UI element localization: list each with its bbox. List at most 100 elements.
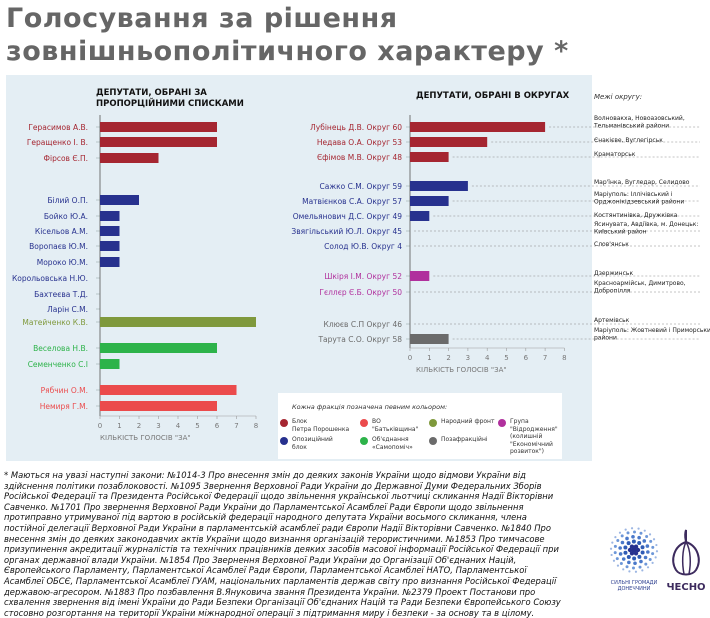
left-bar-label: Рябчин О.М. bbox=[41, 386, 88, 395]
legend-label: Позафракційні bbox=[441, 436, 488, 443]
left-bar-label: Бахтеєва Т.Д. bbox=[34, 290, 88, 299]
left-x-tick-label: 0 bbox=[98, 422, 102, 430]
logo-dot bbox=[633, 544, 639, 549]
left-bar bbox=[100, 359, 120, 369]
left-bar bbox=[100, 137, 217, 147]
garlic-icon bbox=[672, 529, 700, 576]
logo-dot bbox=[637, 554, 642, 559]
legend-item-bpp: Блок Петра Порошенка bbox=[280, 418, 358, 433]
title-line-1: Голосування за рішення bbox=[6, 3, 398, 34]
logo-dot bbox=[630, 527, 634, 530]
right-bar bbox=[410, 271, 430, 281]
logo-dot bbox=[626, 554, 631, 559]
logo-dot bbox=[643, 555, 648, 560]
logo-dot bbox=[615, 557, 619, 561]
left-bar-label: Кісельов А.М. bbox=[35, 227, 88, 236]
logo-dot bbox=[628, 570, 631, 573]
logo-dot bbox=[621, 557, 626, 561]
logo-dot bbox=[627, 560, 631, 565]
logo-dot bbox=[641, 569, 644, 572]
logo-dot bbox=[644, 562, 648, 566]
logo-dot bbox=[618, 546, 622, 550]
logo-dot bbox=[637, 527, 640, 530]
logo-dot bbox=[623, 550, 628, 555]
logo-dot bbox=[633, 551, 639, 556]
chesno-logo: ЧЕСНО bbox=[666, 529, 706, 593]
left-bar bbox=[100, 317, 256, 327]
right-x-tick-label: 1 bbox=[427, 354, 431, 362]
right-bar-label: Матвієнков С.А. Округ 57 bbox=[302, 197, 402, 206]
logo-dot bbox=[627, 547, 633, 553]
logo-dot bbox=[614, 536, 617, 539]
left-bar-label: Геращенко І. В. bbox=[27, 138, 88, 147]
logo-dot bbox=[631, 547, 637, 553]
legend-label: "Батьківщина" bbox=[372, 425, 419, 433]
logo-dot bbox=[624, 528, 627, 531]
legend-label: Об'єднання bbox=[372, 436, 409, 443]
right-x-tick-label: 4 bbox=[485, 354, 490, 362]
right-bar-label: Лубінець Д.В. Округ 60 bbox=[310, 123, 402, 132]
legend bbox=[278, 393, 562, 459]
logo-dot bbox=[649, 539, 653, 543]
district-label: Маріуполь: Жовтневий і Приморський райони bbox=[594, 327, 710, 342]
left-header-line-2: ПРОПОРЦІЙНИМИ СПИСКАМИ bbox=[96, 97, 244, 109]
left-bar-label: Фірсов Є.П. bbox=[44, 154, 88, 163]
left-bar-label: Воропаєв Ю.М. bbox=[29, 242, 88, 251]
left-bar-label: Немиря Г.М. bbox=[40, 402, 88, 411]
logo-dot bbox=[633, 561, 637, 566]
dots-logo-icon bbox=[609, 527, 659, 573]
logo-dot bbox=[651, 552, 655, 556]
right-x-tick-label: 2 bbox=[446, 354, 450, 362]
logo-right-text: ЧЕСНО bbox=[666, 582, 705, 593]
logo-dot bbox=[651, 545, 655, 549]
left-bar-label: Білий О.П. bbox=[48, 196, 88, 205]
logo-dot bbox=[637, 541, 642, 546]
district-label: Дзержинськ bbox=[594, 270, 633, 277]
logo-dot bbox=[638, 565, 642, 569]
logo-dot bbox=[613, 544, 617, 548]
logo-dot bbox=[612, 559, 616, 562]
right-x-tick-label: 0 bbox=[408, 354, 412, 362]
logo-dot bbox=[629, 551, 635, 556]
legend-swatch bbox=[429, 437, 437, 445]
left-bar bbox=[100, 241, 120, 251]
legend-swatch bbox=[360, 419, 368, 427]
logo-dot bbox=[639, 559, 643, 564]
districts-header: Межі округу: bbox=[594, 93, 642, 101]
legend-label: блок bbox=[292, 443, 307, 451]
logo-dot bbox=[609, 547, 613, 550]
left-bar bbox=[100, 195, 139, 205]
logo-left-text-1: СИЛЬНІ ГРОМАДИ bbox=[611, 580, 658, 586]
right-x-tick-label: 5 bbox=[504, 354, 508, 362]
legend-label: Народний фронт bbox=[441, 418, 495, 425]
district-label: Мар'їнка, Вугледар, Селидово bbox=[594, 179, 690, 186]
right-bar bbox=[410, 334, 449, 344]
district-label: Єнакієве, Вуглегірськ bbox=[594, 137, 663, 144]
logo-dot bbox=[654, 556, 657, 559]
logo-dot bbox=[655, 543, 658, 547]
logo-dot bbox=[640, 545, 645, 550]
left-bar-label: Семенченко С.І bbox=[28, 360, 88, 369]
right-x-axis-label: КІЛЬКІСТЬ ГОЛОСІВ "ЗА" bbox=[416, 366, 507, 374]
left-x-tick-label: 2 bbox=[137, 422, 141, 430]
legend-label: Група bbox=[510, 418, 529, 425]
district-label: Слов'янськ bbox=[594, 241, 629, 248]
logo-dot bbox=[651, 561, 654, 564]
logo-dot bbox=[623, 545, 628, 550]
logo-dot bbox=[645, 544, 650, 548]
left-bar bbox=[100, 257, 120, 267]
logo-dot bbox=[631, 566, 635, 570]
left-x-tick-label: 1 bbox=[117, 422, 121, 430]
legend-swatch bbox=[280, 419, 288, 427]
legend-item-opp: Опозиційний блок bbox=[280, 436, 358, 451]
district-label: Волновакха, Новоазовський, Тельманівський… bbox=[593, 115, 685, 130]
right-bar-label: Звягільський Ю.Л. Округ 45 bbox=[291, 227, 402, 236]
logo-dot bbox=[635, 547, 641, 553]
district-label: Маріуполь: Іллічівський і Орджонікідзевсь… bbox=[594, 191, 684, 206]
right-x-tick-label: 6 bbox=[524, 354, 529, 362]
district-label: Артемівськ bbox=[594, 317, 630, 324]
left-bar-label: Бойко Ю.А. bbox=[44, 212, 88, 221]
right-bar bbox=[410, 137, 488, 147]
logo-dot bbox=[632, 556, 637, 561]
